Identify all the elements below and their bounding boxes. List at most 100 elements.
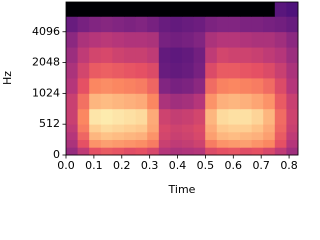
spectrogram-cell [66, 124, 78, 133]
spectrogram-cell [240, 139, 252, 148]
spectrogram-cell [263, 31, 276, 48]
spectrogram-cell [100, 47, 113, 63]
spectrogram-cell [170, 31, 183, 48]
spectrogram-cell [147, 31, 160, 48]
spectrogram-cell [89, 124, 102, 133]
spectrogram-cell [170, 77, 183, 94]
spectrogram-cell [216, 131, 229, 140]
spectrogram-cell [263, 93, 276, 110]
spectrogram-cell [274, 93, 287, 110]
spectrogram-cell [240, 108, 252, 125]
spectrogram-cell [112, 62, 125, 79]
spectrogram-cell [286, 2, 299, 17]
spectrogram-cell [158, 124, 171, 133]
spectrogram-cell [89, 131, 102, 140]
spectrogram-cell [182, 147, 194, 156]
spectrogram-cell [147, 47, 160, 63]
spectrogram-cell [286, 77, 299, 94]
spectrogram-cell [193, 139, 206, 148]
spectrogram-cell [147, 62, 160, 79]
spectrogram-cell [135, 47, 148, 63]
spectrogram-cell [205, 147, 218, 156]
y-tick-label: 2048 [32, 56, 60, 69]
spectrogram-cell [286, 31, 299, 48]
spectrogram-cell [135, 62, 148, 79]
spectrogram-cell [77, 124, 90, 133]
spectrogram-cell [135, 93, 148, 110]
spectrogram-cell [263, 108, 276, 125]
spectrogram-cell [216, 124, 229, 133]
spectrogram-cell [193, 124, 206, 133]
spectrogram-cell [100, 93, 113, 110]
spectrogram-cell [89, 147, 102, 156]
spectrogram-cell [100, 131, 113, 140]
spectrogram-cell [182, 131, 194, 140]
spectrogram-cell [135, 147, 148, 156]
spectrogram-cell [66, 16, 78, 33]
spectrogram-cell [251, 77, 264, 94]
spectrogram-cell [205, 31, 218, 48]
spectrogram-cell [89, 47, 102, 63]
spectrogram-cell [100, 124, 113, 133]
x-tick-label: 0.4 [169, 159, 187, 172]
spectrogram-cell [66, 77, 78, 94]
spectrogram-cell [205, 139, 218, 148]
spectrogram-cell [251, 147, 264, 156]
spectrogram-cell [205, 108, 218, 125]
spectrogram-cell [112, 124, 125, 133]
spectrogram-cell [112, 16, 125, 33]
spectrogram-cell [228, 62, 241, 79]
spectrogram-cell [158, 139, 171, 148]
spectrogram-cell [182, 124, 194, 133]
spectrogram-cell [216, 16, 229, 33]
spectrogram-cell [240, 93, 252, 110]
spectrogram-cell [240, 77, 252, 94]
spectrogram-cell [66, 47, 78, 63]
chart: Time Hz 0.0 0.1 0.2 0.3 0.4 0.5 0.6 0.7 0.8 0 512 1… [1, 1, 299, 196]
spectrogram-cell [124, 93, 136, 110]
spectrogram-cell [182, 62, 194, 79]
spectrogram-cell [112, 93, 125, 110]
spectrogram-cell [124, 62, 136, 79]
spectrogram-cell [170, 139, 183, 148]
spectrogram-cell [135, 124, 148, 133]
spectrogram-cell [216, 93, 229, 110]
heatmap [66, 2, 299, 156]
spectrogram-cell [112, 131, 125, 140]
y-tick-label: 512 [39, 117, 60, 130]
spectrogram-cell [158, 31, 171, 48]
spectrogram-cell [77, 147, 90, 156]
spectrogram-cell [286, 108, 299, 125]
spectrogram-cell [286, 124, 299, 133]
spectrogram-cell [135, 77, 148, 94]
spectrogram-cell [147, 77, 160, 94]
spectrogram-cell [286, 147, 299, 156]
spectrogram-cell [286, 47, 299, 63]
spectrogram-cell [124, 47, 136, 63]
spectrogram-cell [251, 2, 264, 17]
spectrogram-cell [286, 139, 299, 148]
spectrogram-cell [182, 77, 194, 94]
spectrogram-cell [240, 47, 252, 63]
spectrogram-cell [216, 108, 229, 125]
spectrogram-cell [263, 147, 276, 156]
spectrogram-cell [89, 108, 102, 125]
spectrogram-cell [182, 31, 194, 48]
spectrogram-cell [89, 93, 102, 110]
spectrogram-cell [240, 16, 252, 33]
spectrogram-cell [193, 2, 206, 17]
spectrogram-cell [251, 131, 264, 140]
spectrogram-cell [251, 124, 264, 133]
spectrogram-cell [147, 131, 160, 140]
spectrogram-cell [77, 93, 90, 110]
spectrogram-cell [135, 2, 148, 17]
spectrogram-cell [124, 16, 136, 33]
spectrogram-cell [66, 139, 78, 148]
spectrogram-cell [158, 62, 171, 79]
spectrogram-cell [158, 77, 171, 94]
spectrogram-cell [286, 93, 299, 110]
spectrogram-cell [205, 16, 218, 33]
spectrogram-cell [77, 62, 90, 79]
spectrogram-cell [263, 139, 276, 148]
x-tick-label: 0.2 [113, 159, 131, 172]
